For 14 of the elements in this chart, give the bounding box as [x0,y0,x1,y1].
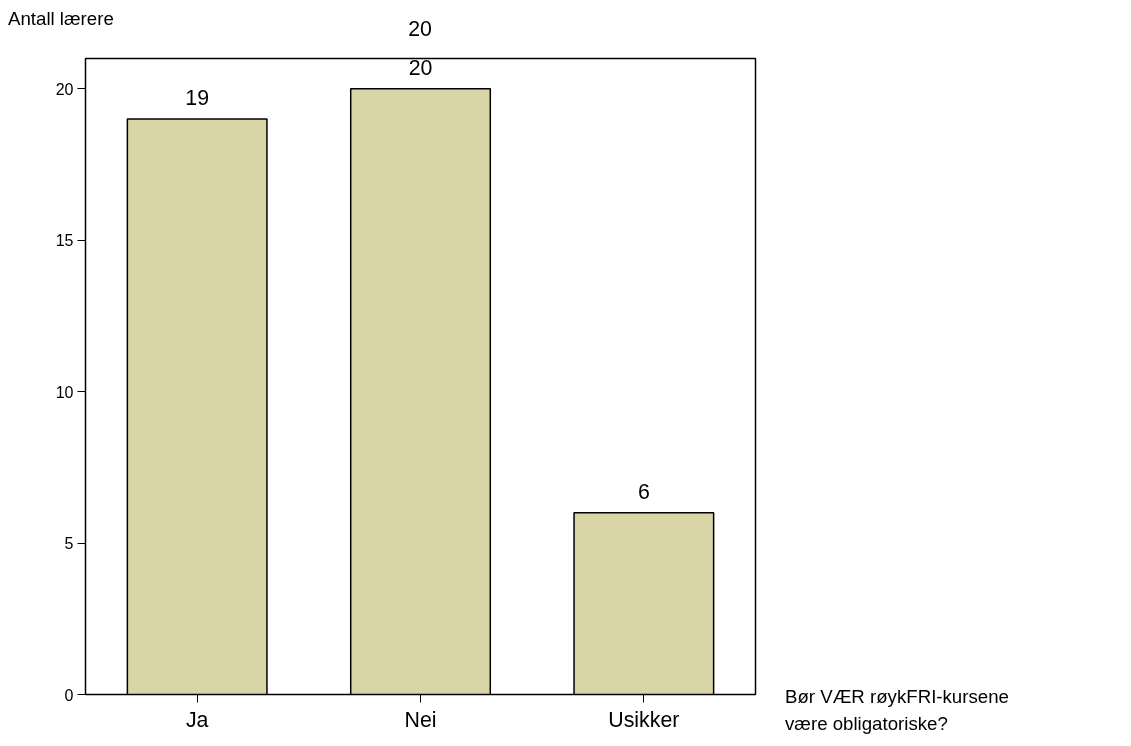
text: 20 [408,16,432,43]
y-tick-label: 5 [64,535,74,553]
y-tick-label: 0 [64,686,74,704]
x-axis-title: Bør VÆR røykFRI-kursene være obligatoriske? [784,685,1010,736]
data-label: 19 [185,86,210,111]
x-tick-label: Nei [404,707,437,732]
x-tick-label: Ja [185,707,209,732]
data-label: 6 [637,479,650,504]
y-tick-label: 20 [55,80,74,98]
x-tick-label: Usikker [608,707,680,732]
y-tick-label: 10 [55,383,74,401]
data-label: 20 [408,55,433,80]
y-axis-title: Antall lærere [8,7,114,31]
y-tick-label: 15 [55,232,74,250]
